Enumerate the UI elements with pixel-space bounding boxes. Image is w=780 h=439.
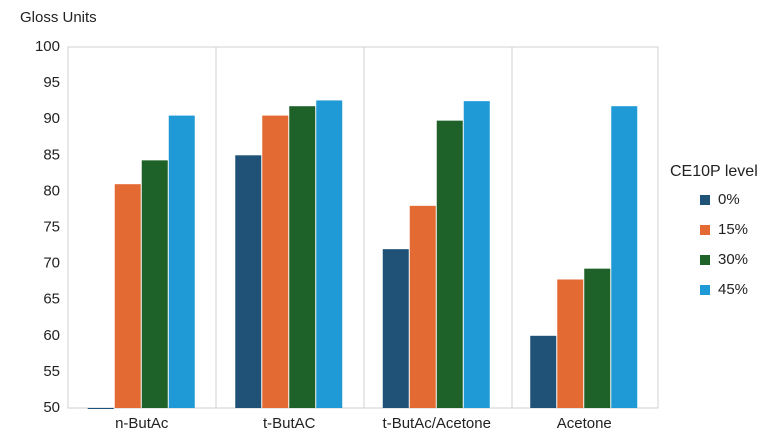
legend-swatch: [700, 255, 710, 265]
y-tick-label: 70: [43, 255, 60, 272]
x-tick-label: n-ButAc: [115, 415, 169, 432]
bar: [557, 279, 584, 408]
y-tick-label: 95: [43, 74, 60, 91]
bar: [409, 205, 436, 408]
bar: [316, 100, 343, 408]
y-axis-title: Gloss Units: [20, 9, 97, 26]
y-tick-label: 80: [43, 182, 60, 199]
bar: [262, 115, 289, 408]
x-tick-label: Acetone: [557, 415, 612, 432]
plot-border: [67, 46, 659, 409]
bar: [382, 249, 409, 408]
legend-swatch: [700, 195, 710, 205]
bar: [436, 120, 463, 409]
bar: [114, 184, 141, 408]
legend-label: 15%: [718, 221, 748, 238]
bar: [463, 101, 490, 409]
legend-swatch: [700, 285, 710, 295]
bar: [87, 408, 114, 409]
legend-label: 0%: [718, 191, 740, 208]
x-tick-label: t-ButAC: [263, 415, 316, 432]
y-tick-label: 50: [43, 399, 60, 416]
y-tick-label: 100: [35, 38, 60, 55]
bar: [584, 268, 611, 408]
y-tick-label: 90: [43, 110, 60, 127]
legend-title: CE10P level: [670, 163, 758, 180]
bar: [141, 160, 168, 408]
y-tick-label: 75: [43, 218, 60, 235]
y-tick-label: 55: [43, 363, 60, 380]
bar: [235, 155, 262, 408]
bar: [168, 115, 195, 408]
bar: [530, 335, 557, 408]
y-tick-label: 65: [43, 291, 60, 308]
bar: [611, 106, 638, 408]
bar: [289, 106, 316, 408]
legend-label: 45%: [718, 281, 748, 298]
y-tick-label: 60: [43, 327, 60, 344]
x-tick-label: t-ButAc/Acetone: [383, 415, 491, 432]
legend-label: 30%: [718, 251, 748, 268]
legend-swatch: [700, 225, 710, 235]
y-tick-label: 85: [43, 146, 60, 163]
